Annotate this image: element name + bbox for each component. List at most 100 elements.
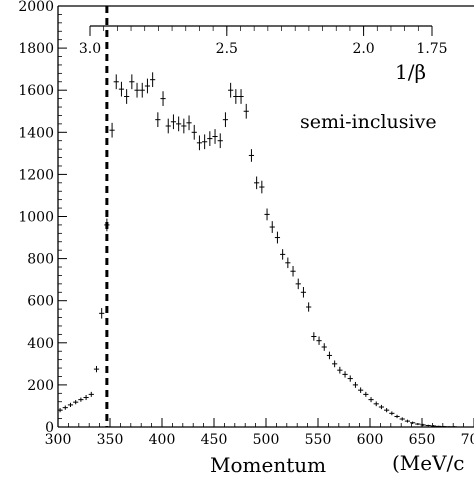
data-point	[462, 426, 468, 428]
x-axis-unit: (MeV/c	[392, 451, 465, 474]
data-point	[384, 408, 390, 413]
x-tick-label: 600	[357, 432, 384, 448]
data-point	[342, 371, 348, 378]
data-point	[399, 417, 405, 421]
y-tick-label: 1600	[18, 83, 54, 99]
y-tick-label: 2000	[18, 0, 54, 15]
x-tick-label: 350	[97, 432, 124, 448]
data-point	[352, 381, 359, 388]
data-point	[316, 336, 322, 345]
data-point	[150, 72, 156, 88]
top-axis-label: 1/β	[395, 60, 426, 84]
data-point	[259, 180, 265, 194]
data-point	[285, 257, 291, 269]
data-point	[62, 405, 68, 410]
data-point	[363, 391, 369, 397]
data-point	[129, 74, 135, 90]
beta-tick-label: 2.0	[352, 41, 374, 57]
x-axis-title: Momentum	[210, 453, 326, 474]
data-point	[337, 366, 343, 374]
data-point	[425, 424, 431, 427]
data-point	[248, 149, 255, 162]
beta-tick-label: 3.0	[79, 41, 101, 57]
data-point	[233, 89, 239, 104]
data-point	[73, 400, 79, 405]
data-point	[78, 397, 84, 402]
data-point	[389, 411, 395, 416]
y-tick-label: 400	[27, 336, 54, 352]
data-point	[274, 231, 281, 244]
y-tick-label: 1200	[18, 167, 54, 183]
data-point	[436, 425, 442, 427]
data-point	[104, 218, 110, 232]
data-point	[207, 131, 213, 146]
x-tick-label: 500	[253, 432, 280, 448]
data-point	[306, 302, 312, 312]
data-point	[134, 82, 140, 98]
data-point	[202, 134, 208, 150]
y-tick-label: 600	[27, 294, 54, 310]
data-point	[410, 421, 416, 425]
y-tick-label: 800	[27, 252, 54, 268]
x-tick-label: 450	[201, 432, 228, 448]
data-point	[191, 124, 197, 140]
data-point	[67, 402, 74, 408]
y-tick-label: 1000	[18, 210, 54, 226]
data-point	[243, 103, 249, 119]
data-point	[451, 426, 457, 428]
data-point	[93, 365, 100, 373]
data-point	[88, 391, 94, 397]
data-point	[404, 419, 411, 423]
data-point	[378, 404, 385, 410]
y-tick-label: 0	[45, 420, 54, 436]
data-point	[160, 91, 166, 106]
x-tick-label: 550	[305, 432, 332, 448]
data-point	[373, 401, 379, 407]
data-point	[280, 249, 286, 260]
data-point	[238, 89, 244, 104]
y-tick-label: 1800	[18, 41, 54, 57]
data-point	[326, 351, 333, 360]
data-point	[446, 426, 452, 428]
data-point	[212, 129, 218, 144]
data-point	[228, 82, 234, 98]
data-point	[269, 221, 275, 233]
data-point	[321, 343, 327, 351]
data-point	[83, 395, 89, 401]
beta-tick-label: 2.5	[216, 41, 238, 57]
x-tick-label: 400	[149, 432, 176, 448]
data-point	[176, 116, 182, 132]
data-point	[332, 360, 338, 368]
beta-tick-label: 1.75	[416, 41, 447, 57]
data-point	[139, 82, 145, 98]
data-point	[441, 425, 447, 428]
data-point	[295, 278, 301, 290]
data-point	[300, 287, 307, 298]
x-tick-label: 650	[409, 432, 436, 448]
data-point	[124, 89, 130, 104]
x-tick-label: 300	[45, 432, 72, 448]
data-point	[222, 112, 229, 128]
data-point	[186, 115, 192, 131]
data-point	[415, 423, 421, 426]
data-point	[165, 118, 171, 134]
data-point	[99, 308, 105, 319]
data-point	[217, 133, 223, 149]
x-tick-label: 700	[461, 432, 474, 448]
data-point	[118, 81, 125, 97]
data-point	[430, 425, 437, 427]
data-point	[368, 397, 374, 403]
data-point	[347, 375, 353, 382]
data-point	[109, 122, 115, 138]
y-tick-label: 1400	[18, 125, 54, 141]
data-point	[311, 332, 317, 341]
data-point	[113, 74, 119, 90]
data-point	[467, 426, 473, 428]
data-point	[358, 387, 364, 393]
data-point	[170, 114, 177, 130]
data-point	[181, 118, 187, 134]
data-point	[57, 408, 63, 413]
y-tick-label: 200	[27, 378, 54, 394]
